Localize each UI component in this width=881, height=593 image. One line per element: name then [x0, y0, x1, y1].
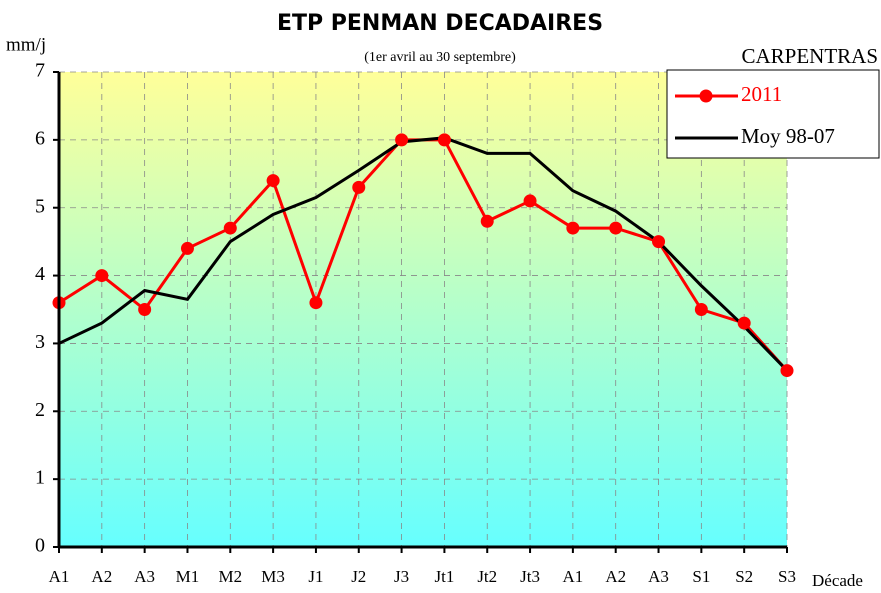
x-tick-label: A1: [562, 567, 583, 586]
x-tick-label: M1: [176, 567, 200, 586]
point: [480, 214, 494, 228]
point: [694, 303, 708, 316]
y-tick-label: 3: [35, 331, 45, 353]
point: [309, 296, 323, 310]
point: [609, 221, 623, 235]
x-tick-label: S2: [735, 567, 753, 586]
chart-title: ETP PENMAN DECADAIRES: [277, 11, 603, 36]
x-axis-label: Décade: [812, 571, 863, 590]
legend-label: 2011: [741, 82, 782, 106]
y-tick-label: 1: [35, 467, 45, 489]
x-tick-label: A3: [134, 567, 155, 586]
x-tick-label: J3: [394, 567, 409, 586]
point: [566, 221, 580, 235]
legend-label: Moy 98-07: [741, 124, 835, 148]
chart-subtitle: (1er avril au 30 septembre): [364, 50, 516, 65]
x-tick-label: M3: [261, 567, 285, 586]
point: [523, 194, 537, 208]
plot-area: [59, 72, 787, 547]
grid: [59, 71, 788, 547]
point: [652, 235, 666, 249]
x-tick-label: Jt3: [520, 567, 540, 586]
x-tick-label: J1: [308, 567, 323, 586]
point: [352, 180, 366, 194]
x-tick-label: A3: [648, 567, 669, 586]
series-line: [58, 136, 789, 372]
point: [180, 241, 194, 255]
y-axis-label: mm/j: [6, 34, 46, 55]
x-tick-label: A2: [605, 567, 626, 586]
point: [223, 221, 237, 235]
y-tick-label: 2: [35, 399, 45, 421]
x-tick-label: A2: [91, 567, 112, 586]
point: [737, 316, 751, 330]
x-tick-label: M2: [218, 567, 242, 586]
point: [780, 364, 794, 378]
x-tick-label: A1: [49, 567, 70, 586]
y-tick-label: 7: [35, 60, 45, 82]
y-tick-label: 4: [35, 263, 45, 285]
x-tick-label: S1: [692, 567, 710, 586]
x-tick-label: J2: [351, 567, 366, 586]
legend-marker: [699, 89, 713, 103]
legend: [666, 69, 880, 159]
annotation: CARPENTRAS: [741, 44, 878, 68]
x-tick-label: Jt2: [477, 567, 497, 586]
y-tick-label: 6: [35, 127, 45, 149]
y-tick-label: 5: [35, 195, 45, 217]
x-tick-label: S3: [778, 567, 796, 586]
point: [95, 269, 109, 283]
x-tick-label: Jt1: [434, 567, 454, 586]
y-tick-label: 0: [35, 535, 45, 557]
series: [52, 133, 794, 378]
point: [395, 133, 409, 147]
point: [138, 303, 152, 316]
point: [266, 174, 280, 188]
point: [437, 133, 451, 147]
